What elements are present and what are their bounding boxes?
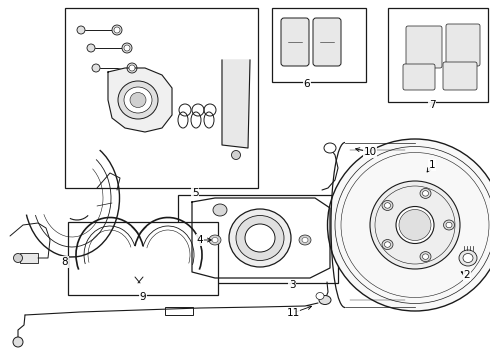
Ellipse shape [302, 238, 308, 243]
Ellipse shape [299, 235, 311, 245]
Ellipse shape [396, 207, 434, 243]
Ellipse shape [130, 93, 146, 108]
Ellipse shape [229, 209, 291, 267]
Ellipse shape [124, 87, 152, 113]
Ellipse shape [327, 139, 490, 311]
Text: 6: 6 [304, 79, 310, 89]
Ellipse shape [87, 44, 95, 52]
Text: 11: 11 [286, 308, 299, 318]
Ellipse shape [231, 150, 241, 159]
Ellipse shape [385, 242, 391, 247]
Ellipse shape [13, 337, 23, 347]
Ellipse shape [370, 181, 460, 269]
Ellipse shape [385, 203, 391, 208]
Text: 4: 4 [196, 235, 203, 245]
Ellipse shape [114, 27, 120, 33]
Polygon shape [222, 60, 250, 148]
Ellipse shape [127, 63, 137, 73]
Text: 7: 7 [429, 100, 435, 110]
Bar [178, 195, 338, 283]
Ellipse shape [319, 296, 331, 305]
Ellipse shape [122, 43, 132, 53]
Ellipse shape [446, 222, 452, 228]
Text: 3: 3 [289, 280, 295, 290]
Ellipse shape [209, 235, 221, 245]
Polygon shape [108, 68, 172, 132]
Text: 8: 8 [62, 257, 68, 267]
Text: 10: 10 [364, 147, 376, 157]
Ellipse shape [399, 210, 431, 240]
Ellipse shape [213, 204, 227, 216]
Ellipse shape [14, 253, 23, 262]
Ellipse shape [459, 250, 477, 266]
Ellipse shape [422, 191, 429, 196]
Ellipse shape [129, 65, 135, 71]
FancyBboxPatch shape [403, 64, 435, 90]
FancyBboxPatch shape [406, 26, 442, 68]
Bar [65, 8, 258, 188]
FancyBboxPatch shape [281, 18, 309, 66]
Ellipse shape [422, 254, 429, 259]
Ellipse shape [236, 216, 284, 261]
Text: 1: 1 [429, 160, 435, 170]
Ellipse shape [212, 238, 218, 243]
Ellipse shape [443, 220, 455, 230]
Ellipse shape [245, 224, 275, 252]
Ellipse shape [118, 81, 158, 119]
Bar [272, 8, 366, 82]
Bar [224, 75, 248, 95]
Ellipse shape [124, 45, 130, 51]
Text: 2: 2 [464, 270, 470, 280]
Ellipse shape [382, 239, 393, 249]
Bar [165, 307, 193, 315]
Bar [20, 253, 38, 263]
Ellipse shape [382, 201, 393, 211]
Text: 9: 9 [140, 292, 147, 302]
Ellipse shape [324, 143, 336, 153]
Ellipse shape [420, 252, 431, 262]
Ellipse shape [316, 292, 324, 300]
FancyBboxPatch shape [313, 18, 341, 66]
Bar [224, 112, 248, 130]
Text: 5: 5 [192, 188, 198, 198]
Ellipse shape [420, 188, 431, 198]
FancyBboxPatch shape [446, 24, 480, 66]
Bar [68, 222, 218, 295]
Ellipse shape [112, 25, 122, 35]
FancyBboxPatch shape [443, 62, 477, 90]
Ellipse shape [92, 64, 100, 72]
Bar [388, 8, 488, 102]
Ellipse shape [77, 26, 85, 34]
Ellipse shape [463, 253, 473, 262]
